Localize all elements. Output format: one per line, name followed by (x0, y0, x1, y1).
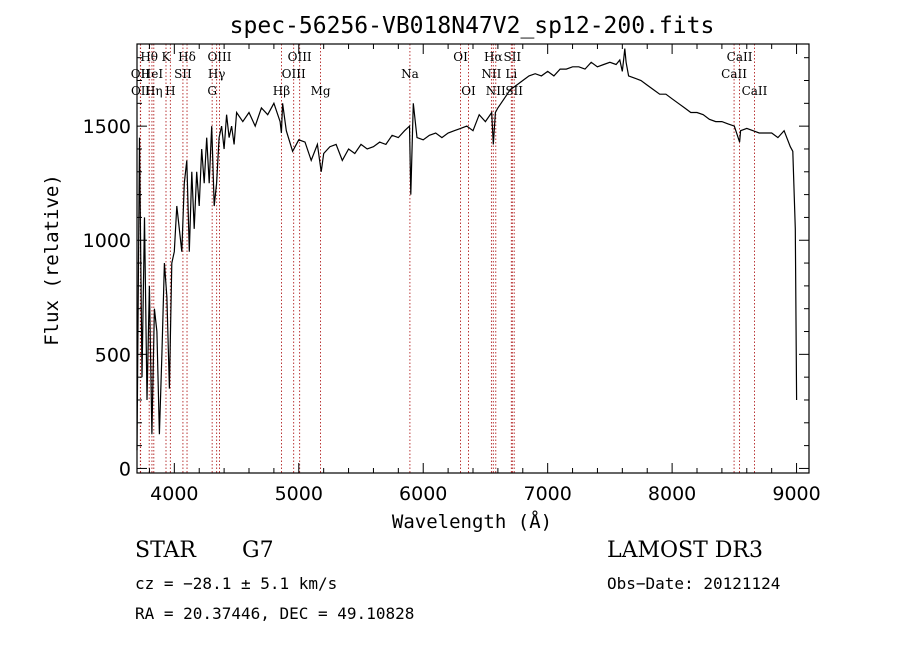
spectrum-series-line (136, 48, 798, 451)
line-label: OIII (282, 67, 306, 81)
y-axis-label: Flux (relative) (41, 174, 63, 346)
line-label: Na (401, 67, 419, 81)
line-label: Hη (145, 84, 163, 98)
line-label: Mg (311, 84, 331, 98)
line-label: CaII (742, 84, 768, 98)
y-tick-label: 1500 (83, 116, 131, 138)
y-tick-label: 0 (119, 458, 131, 480)
line-label: G (207, 84, 217, 98)
line-label: Hα (484, 50, 503, 64)
line-label: NII (486, 84, 506, 98)
line-label: Hγ (208, 67, 226, 81)
survey-name: LAMOST DR3 (607, 538, 763, 563)
line-label: Hδ (178, 50, 196, 64)
x-tick-label: 7000 (523, 483, 571, 505)
line-label: OII (131, 84, 151, 98)
redshift-velocity: cz = −28.1 ± 5.1 km/s (135, 574, 338, 593)
line-label: OIII (288, 50, 312, 64)
y-axis-ticks: 0 500 1000 1500 (83, 57, 809, 480)
line-label: SII (174, 67, 192, 81)
x-tick-label: 6000 (399, 483, 447, 505)
x-axis-ticks: 4000 5000 6000 7000 8000 9000 (148, 44, 821, 505)
x-axis-label: Wavelength (Å) (392, 510, 552, 533)
line-label: Hθ (140, 50, 158, 64)
line-label: Li (505, 67, 517, 81)
y-tick-label: 1000 (83, 230, 131, 252)
line-label: SII (503, 50, 521, 64)
line-label: Hβ (273, 84, 290, 98)
object-class: STAR (135, 538, 196, 563)
plot-frame (136, 43, 810, 474)
line-label: NII (481, 67, 501, 81)
x-tick-label: 5000 (275, 483, 323, 505)
y-tick-label: 500 (95, 344, 131, 366)
object-subclass: G7 (242, 538, 274, 563)
line-label: OII (131, 67, 151, 81)
line-label: H (165, 84, 175, 98)
x-tick-label: 9000 (772, 483, 820, 505)
x-tick-label: 8000 (648, 483, 696, 505)
line-label: K (162, 50, 172, 64)
chart-title: spec-56256-VB018N47V2_sp12-200.fits (230, 13, 715, 39)
line-label: OIII (207, 50, 231, 64)
emission-line-markers (139, 44, 755, 473)
line-label: CaII (721, 67, 747, 81)
x-tick-label: 4000 (150, 483, 198, 505)
line-label: OI (461, 84, 476, 98)
line-label: SII (505, 84, 523, 98)
coordinates: RA = 20.37446, DEC = 49.10828 (135, 604, 415, 623)
observation-date: Obs−Date: 20121124 (607, 574, 781, 593)
line-label: HeI (141, 67, 164, 81)
line-label: CaII (727, 50, 753, 64)
line-label: OI (453, 50, 468, 64)
